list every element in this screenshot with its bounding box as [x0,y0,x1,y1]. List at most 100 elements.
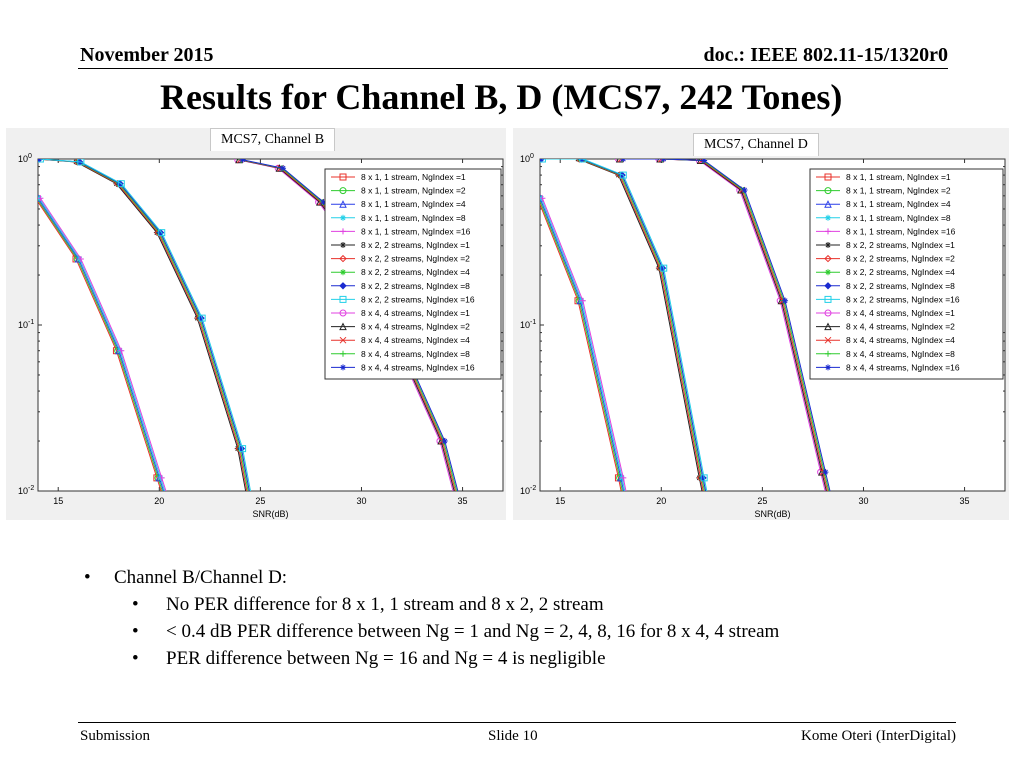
y-tick-exponent: 0 [28,153,32,160]
legend-label: 8 x 4, 4 streams, NgIndex =2 [846,322,955,332]
legend-swatch-marker [824,295,832,303]
y-tick-label: 100 [18,153,32,164]
chart-channel-d: 15 20 25 30 35 100 10-1 10-2 SNR(dB) 8 x 1, 1 str… [513,128,1009,520]
bullet-sub-text: < 0.4 dB PER difference between Ng = 1 a… [166,621,780,642]
series-marker [782,297,789,304]
y-tick-label: 10-2 [520,485,536,496]
legend-swatch-marker [339,200,347,208]
series-line [541,159,707,491]
series-marker [615,159,624,163]
legend-label: 8 x 2, 2 streams, NgIndex =4 [361,267,470,277]
bullet-main-text: Channel B/Channel D: [114,567,288,588]
bullet-dot: • [84,567,91,588]
x-tick-label: 30 [356,496,366,506]
bullet-dot: • [132,594,139,615]
legend-label: 8 x 2, 2 streams, NgIndex =16 [361,294,475,304]
series-marker [320,199,327,206]
legend-label: 8 x 4, 4 streams, NgIndex =8 [846,349,955,359]
series-marker [619,171,627,179]
legend-swatch-marker [825,228,831,235]
series-marker [579,297,586,304]
x-axis-label: SNR(dB) [754,509,790,519]
x-tick-label: 25 [757,496,767,506]
y-tick-exponent: 0 [530,153,534,160]
legend-label: 8 x 2, 2 streams, NgIndex =16 [846,294,960,304]
bullet-sub-3: • PER difference between Ng = 16 and Ng … [84,645,779,672]
legend-label: 8 x 2, 2 streams, NgIndex =8 [361,281,470,291]
series-line [540,159,704,491]
chart-b-svg: 15 20 25 30 35 100 10-1 10-2 SNR(dB) 8 x 1, 1 str… [6,128,506,520]
header-rule [78,68,948,69]
legend-swatch-marker [340,364,346,371]
legend-box [809,168,1004,380]
legend-label: 8 x 1, 1 stream, NgIndex =16 [846,226,956,236]
bullet-dot: • [132,648,139,669]
series-marker [77,255,84,262]
legend-label: 8 x 4, 4 streams, NgIndex =4 [846,335,955,345]
x-tick-label: 20 [656,496,666,506]
series-marker [575,159,583,163]
legend-swatch-marker [824,254,832,263]
series-marker [540,159,546,163]
bullet-list: • Channel B/Channel D: • No PER differen… [84,564,779,672]
legend-swatch-marker [340,242,346,248]
series-marker [656,159,664,163]
y-tick-label: 100 [520,153,534,164]
legend-label: 8 x 2, 2 streams, NgIndex =4 [846,267,955,277]
legend-label: 8 x 2, 2 streams, NgIndex =2 [846,254,955,264]
series-marker [77,159,85,166]
series-marker [741,187,748,194]
bullet-sub-2: • < 0.4 dB PER difference between Ng = 1… [84,618,779,645]
legend-label: 8 x 4, 4 streams, NgIndex =4 [361,335,470,345]
legend-label: 8 x 4, 4 streams, NgIndex =1 [846,308,955,318]
x-tick-label: 15 [555,496,565,506]
footer-author: Kome Oteri (InterDigital) [801,728,956,744]
x-tick-label: 30 [858,496,868,506]
y-tick-label: 10-2 [18,485,34,496]
bullet-dot: • [132,621,139,642]
legend-swatch-marker [340,269,346,276]
x-axis-label: SNR(dB) [252,509,288,519]
x-tick-label: 25 [255,496,265,506]
legend-swatch-marker [339,254,347,263]
y-tick-exponent: -2 [530,485,536,492]
x-tick-label: 20 [154,496,164,506]
header-doc-id: doc.: IEEE 802.11-15/1320r0 [703,44,948,66]
legend-label: 8 x 1, 1 stream, NgIndex =4 [361,199,466,209]
legend-swatch-marker [340,214,346,221]
series-line [38,201,162,491]
series-marker [579,159,587,163]
y-tick-label: 10-1 [18,319,34,330]
series-marker [239,445,247,453]
chart-channel-b: 15 20 25 30 35 100 10-1 10-2 SNR(dB) 8 x 1, 1 str… [6,128,506,520]
legend-swatch-marker [339,173,347,181]
legend-label: 8 x 4, 4 streams, NgIndex =16 [846,362,960,372]
series-line [540,159,705,491]
bullet-sub-text: No PER difference for 8 x 1, 1 stream an… [166,594,604,615]
y-tick-label: 10-1 [520,319,536,330]
legend-swatch-marker [339,282,347,290]
y-tick-exponent: -2 [28,485,34,492]
series-marker [158,229,166,237]
legend-swatch-marker [340,228,346,235]
legend-swatch-marker [825,364,831,371]
series-marker [239,159,246,163]
legend-swatch-marker [824,322,832,331]
series-line [540,198,626,491]
bullet-main: • Channel B/Channel D: [84,564,779,591]
series-marker [38,195,44,202]
legend-label: 8 x 1, 1 stream, NgIndex =1 [361,172,466,182]
series-marker [441,438,448,445]
series-marker [700,474,708,482]
series-line [541,198,627,491]
legend-label: 8 x 1, 1 stream, NgIndex =8 [361,213,466,223]
legend-label: 8 x 1, 1 stream, NgIndex =16 [361,226,471,236]
legend-label: 8 x 1, 1 stream, NgIndex =8 [846,213,951,223]
series-marker [620,474,627,481]
legend-swatch-marker [339,309,347,317]
bullet-sub-text: PER difference between Ng = 16 and Ng = … [166,648,606,669]
footer-slide-number: Slide 10 [488,728,538,744]
series-marker [118,347,125,354]
x-tick-label: 35 [458,496,468,506]
series-marker [38,159,44,163]
